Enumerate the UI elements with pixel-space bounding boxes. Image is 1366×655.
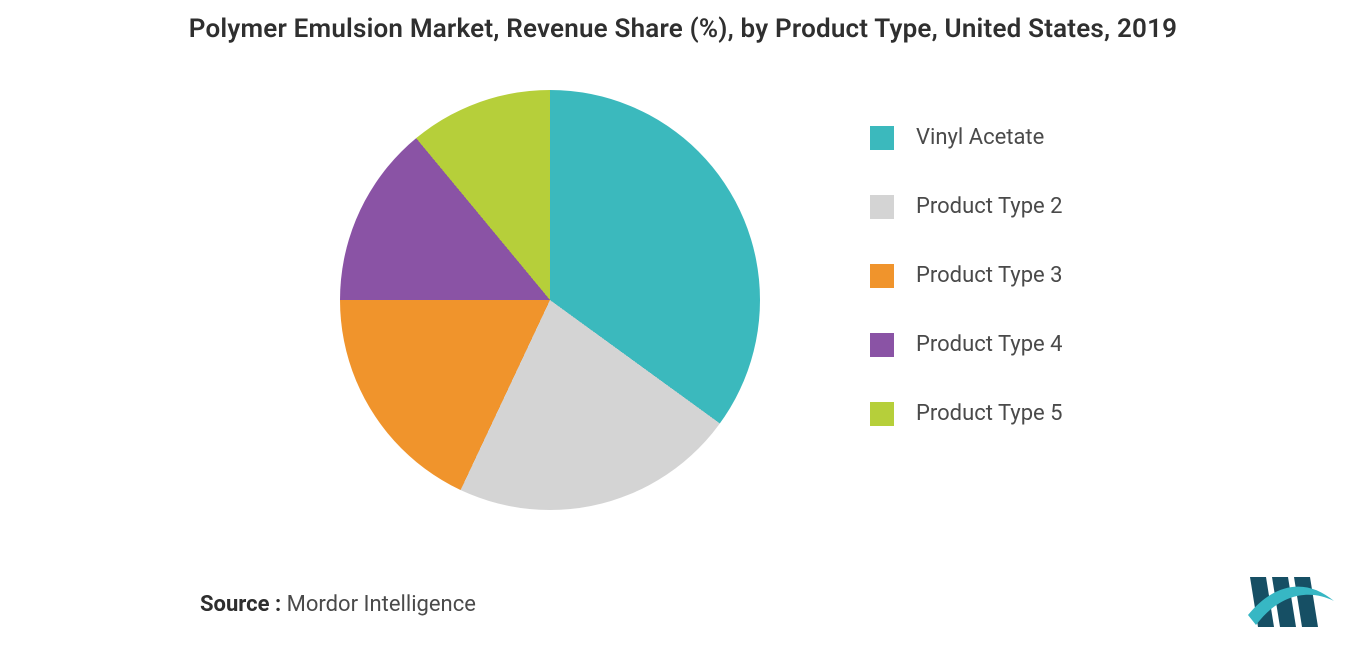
legend-swatch (870, 126, 894, 150)
legend: Vinyl Acetate Product Type 2 Product Type … (870, 125, 1063, 426)
legend-label: Vinyl Acetate (916, 125, 1044, 150)
source-line: Source : Mordor Intelligence (200, 592, 476, 617)
source-value: Mordor Intelligence (287, 592, 476, 617)
legend-swatch (870, 264, 894, 288)
legend-label: Product Type 4 (916, 332, 1063, 357)
legend-swatch (870, 402, 894, 426)
brand-logo (1246, 575, 1336, 629)
legend-item: Product Type 3 (870, 263, 1063, 288)
legend-item: Vinyl Acetate (870, 125, 1063, 150)
legend-item: Product Type 4 (870, 332, 1063, 357)
legend-item: Product Type 5 (870, 401, 1063, 426)
legend-label: Product Type 5 (916, 401, 1063, 426)
legend-swatch (870, 333, 894, 357)
pie-chart (340, 90, 760, 510)
legend-swatch (870, 195, 894, 219)
legend-label: Product Type 3 (916, 263, 1063, 288)
legend-item: Product Type 2 (870, 194, 1063, 219)
source-label: Source : (200, 592, 281, 617)
legend-label: Product Type 2 (916, 194, 1063, 219)
chart-title: Polymer Emulsion Market, Revenue Share (… (0, 14, 1366, 44)
pie-chart-container (340, 90, 760, 510)
